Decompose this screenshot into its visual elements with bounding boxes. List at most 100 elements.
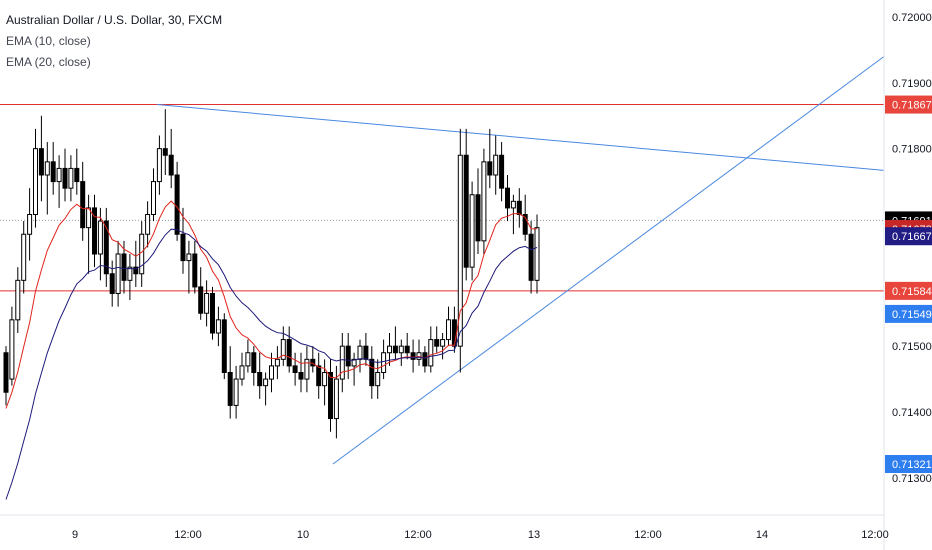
candle-body bbox=[505, 187, 510, 209]
candle-body bbox=[233, 378, 239, 406]
x-tick-label: 14 bbox=[756, 529, 768, 541]
candle-body bbox=[121, 253, 127, 281]
candle-body bbox=[168, 154, 174, 176]
candle-body bbox=[162, 148, 168, 156]
descending-trendline bbox=[156, 104, 885, 171]
y-tick-label: 0.71900 bbox=[892, 78, 932, 90]
candle-body bbox=[109, 273, 115, 294]
candle-body bbox=[322, 372, 328, 387]
candle-body bbox=[292, 365, 298, 373]
candle-body bbox=[428, 339, 434, 367]
candle-body bbox=[363, 345, 369, 360]
x-tick-label: 12:00 bbox=[634, 529, 662, 541]
candle-body bbox=[375, 372, 381, 387]
candle-body bbox=[451, 319, 457, 347]
candle-body bbox=[245, 352, 251, 367]
x-tick-label: 12:00 bbox=[861, 529, 889, 541]
candle-body bbox=[192, 253, 198, 288]
candle-body bbox=[263, 378, 269, 387]
candle-body bbox=[56, 167, 62, 183]
price-label: 0.71867 bbox=[885, 95, 932, 114]
candle-body bbox=[239, 365, 245, 380]
ema10-line bbox=[5, 200, 538, 409]
candle-body bbox=[351, 358, 357, 367]
candle-body bbox=[286, 339, 292, 367]
price-label-bg bbox=[885, 227, 932, 246]
price-label-bg bbox=[885, 95, 932, 114]
x-tick-label: 10 bbox=[297, 529, 309, 541]
candle-body bbox=[180, 233, 186, 262]
candle-body bbox=[86, 207, 92, 229]
y-tick-label: 0.71800 bbox=[892, 144, 932, 156]
candle-body bbox=[257, 372, 263, 387]
y-tick-label: 0.71400 bbox=[892, 407, 932, 419]
candle-body bbox=[204, 293, 210, 314]
candle-body bbox=[210, 293, 215, 334]
y-tick-label: 0.71300 bbox=[892, 473, 932, 485]
candle-body bbox=[369, 358, 375, 387]
candle-body bbox=[333, 378, 339, 420]
candle-body bbox=[33, 148, 38, 216]
price-label: 0.71584 bbox=[885, 281, 932, 300]
candle-body bbox=[44, 161, 50, 176]
chart-legend: Australian Dollar / U.S. Dollar, 30, FXC… bbox=[6, 10, 222, 73]
candle-body bbox=[487, 161, 493, 176]
candle-body bbox=[198, 286, 204, 314]
candle-body bbox=[516, 200, 522, 215]
candle-body bbox=[9, 319, 15, 380]
price-label-bg bbox=[885, 281, 932, 300]
price-label-bg bbox=[885, 304, 932, 323]
candle-body bbox=[74, 167, 80, 183]
candle-body bbox=[357, 345, 363, 360]
y-tick-label: 0.71500 bbox=[892, 341, 932, 353]
candle-body bbox=[186, 253, 192, 262]
candle-body bbox=[50, 161, 56, 183]
candle-body bbox=[215, 319, 221, 334]
candle-body bbox=[27, 214, 33, 235]
candle-body bbox=[316, 365, 322, 387]
candle-body bbox=[475, 194, 481, 242]
candle-body bbox=[510, 200, 516, 209]
ascending-trendline bbox=[332, 56, 885, 465]
price-label-text: 0.71321 bbox=[892, 459, 932, 471]
candle-body bbox=[15, 279, 21, 321]
price-label-text: 0.71867 bbox=[892, 100, 932, 112]
candle-body bbox=[387, 345, 392, 354]
candle-body bbox=[469, 194, 475, 268]
candle-body bbox=[156, 148, 162, 183]
candle-body bbox=[481, 161, 487, 242]
candle-body bbox=[381, 352, 387, 373]
candle-body bbox=[38, 148, 44, 176]
price-label: 0.71549 bbox=[885, 304, 932, 323]
price-label: 0.71321 bbox=[885, 455, 932, 474]
candle-body bbox=[227, 372, 233, 406]
candle-body bbox=[304, 358, 310, 380]
candle-body bbox=[92, 207, 97, 255]
candle-body bbox=[151, 181, 156, 215]
candle-body bbox=[339, 345, 345, 380]
candle-body bbox=[392, 345, 398, 354]
candle-body bbox=[310, 358, 316, 367]
candle-body bbox=[434, 339, 440, 347]
candle-body bbox=[174, 174, 180, 235]
x-tick-label: 13 bbox=[528, 529, 540, 541]
ema10-legend: EMA (10, close) bbox=[6, 34, 91, 48]
candle-body bbox=[280, 339, 286, 360]
candle-body bbox=[499, 154, 505, 189]
candle-body bbox=[80, 181, 86, 229]
price-label-text: 0.71584 bbox=[892, 286, 932, 298]
price-label: 0.71667 bbox=[885, 227, 932, 246]
candle-body bbox=[534, 227, 540, 281]
candle-body bbox=[440, 339, 446, 347]
chart-title: Australian Dollar / U.S. Dollar, 30, FXC… bbox=[6, 13, 223, 27]
candle-body bbox=[528, 233, 534, 281]
candle-body bbox=[410, 352, 416, 360]
candle-body bbox=[404, 345, 410, 354]
candle-body bbox=[298, 372, 304, 380]
candle-body bbox=[115, 253, 121, 294]
candle-body bbox=[446, 319, 451, 341]
candle-body bbox=[21, 233, 27, 281]
candle-body bbox=[127, 266, 133, 281]
ema20-legend: EMA (20, close) bbox=[6, 55, 91, 69]
